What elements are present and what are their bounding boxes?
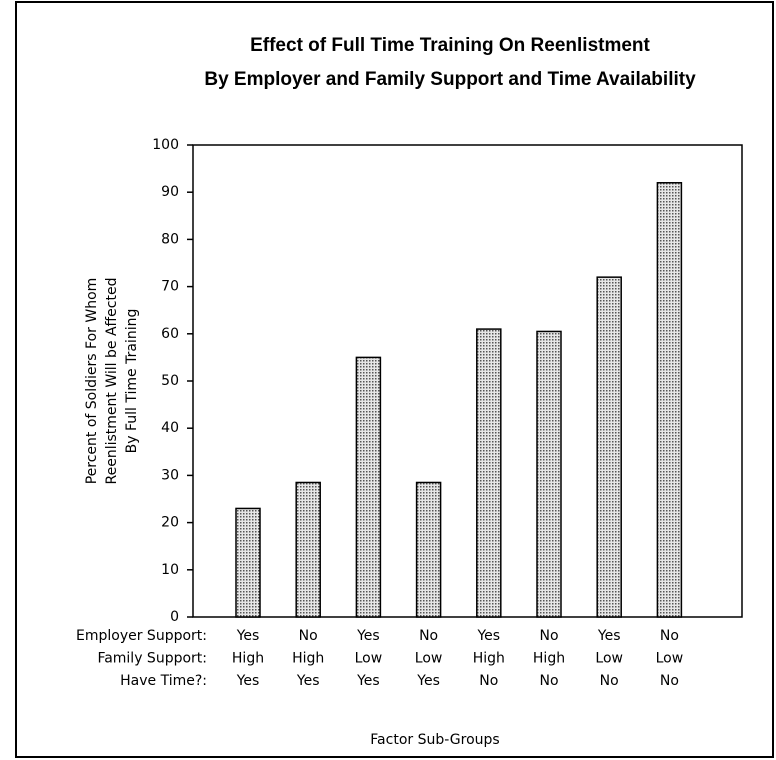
x-tick-label: No	[419, 628, 438, 644]
factor-name: Have Time?:	[120, 673, 207, 689]
y-axis-label-line: By Full Time Training	[124, 309, 140, 454]
y-tick-label: 80	[161, 231, 179, 247]
y-tick-label: 100	[152, 137, 179, 153]
bar	[596, 276, 622, 618]
x-tick-label: No	[539, 673, 558, 689]
x-tick-label: No	[600, 673, 619, 689]
y-axis-label-line: Percent of Soldiers For Whom	[84, 278, 100, 485]
x-tick-label: Low	[355, 651, 383, 667]
x-tick-label: No	[299, 628, 318, 644]
x-tick-label: Low	[595, 651, 623, 667]
bar	[415, 481, 442, 618]
x-tick-label: Yes	[356, 628, 380, 644]
y-tick-label: 70	[161, 279, 179, 295]
y-axis-label: Percent of Soldiers For Whom Reenlistmen…	[84, 278, 140, 485]
x-tick-label: High	[232, 651, 264, 667]
bar	[476, 328, 502, 618]
x-tick-label: Low	[656, 651, 684, 667]
chart-title: By Employer and Family Support and Time …	[204, 69, 696, 90]
y-tick-label: 40	[161, 420, 179, 436]
y-tick-label: 0	[170, 609, 179, 625]
factor-name: Employer Support:	[76, 628, 207, 644]
x-tick-label: No	[539, 628, 558, 644]
y-tick-label: 30	[161, 467, 179, 483]
x-tick-label: Yes	[597, 628, 621, 644]
x-tick-label: Yes	[236, 628, 260, 644]
x-tick-label: High	[292, 651, 324, 667]
bar	[536, 330, 562, 618]
y-axis-label-line: Reenlistment Will be Affected	[104, 278, 120, 485]
x-tick-label: Yes	[476, 628, 500, 644]
y-tick-label: 60	[161, 326, 179, 342]
y-tick-label: 50	[161, 373, 179, 389]
y-tick-label: 10	[161, 562, 179, 578]
x-tick-label: Yes	[356, 673, 380, 689]
bar	[295, 481, 321, 618]
x-tick-label: Yes	[296, 673, 320, 689]
bar	[355, 356, 382, 618]
x-tick-label: No	[660, 673, 679, 689]
x-tick-label: Yes	[236, 673, 260, 689]
factor-name: Family Support:	[97, 651, 207, 667]
bar	[235, 507, 261, 618]
x-axis-label: Factor Sub-Groups	[370, 732, 499, 748]
x-tick-label: No	[660, 628, 679, 644]
frame	[15, 1, 774, 758]
chart-title: Effect of Full Time Training On Reenlist…	[250, 35, 650, 56]
x-tick-label: No	[479, 673, 498, 689]
x-tick-label: Low	[415, 651, 443, 667]
x-tick-label: Yes	[416, 673, 440, 689]
y-tick-label: 90	[161, 184, 179, 200]
bar	[656, 182, 683, 618]
x-tick-label: High	[473, 651, 505, 667]
y-tick-label: 20	[161, 515, 179, 531]
x-tick-label: High	[533, 651, 565, 667]
